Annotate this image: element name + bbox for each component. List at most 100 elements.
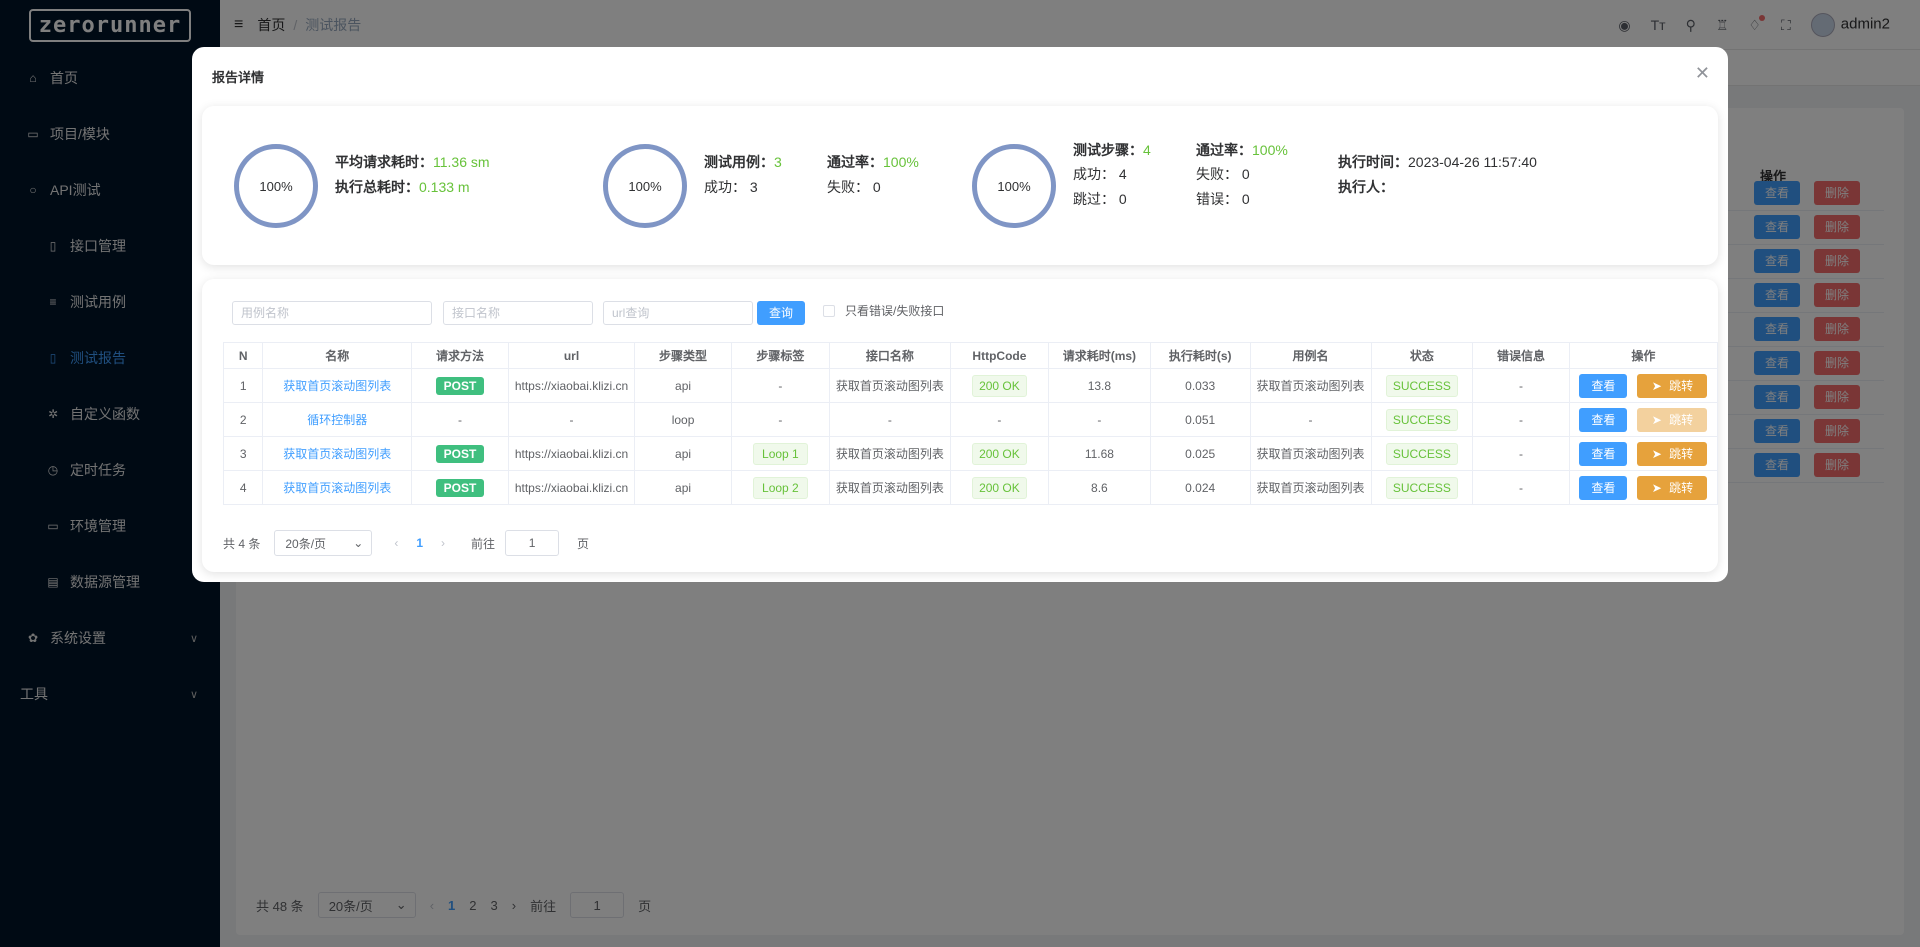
http-code-tag: 200 OK xyxy=(972,476,1027,499)
only-error-checkbox[interactable]: 只看错误/失败接口 xyxy=(823,302,944,319)
operation-cell: 查看 ➤ 跳转 xyxy=(1568,402,1719,437)
exec-time: 0.051 xyxy=(1185,412,1216,427)
next-page-icon[interactable]: › xyxy=(441,536,446,550)
table-cell: 11.68 xyxy=(1047,436,1151,471)
table-cell: 13.8 xyxy=(1047,368,1151,403)
url-text: https://xiaobai.klizi.cn xyxy=(514,446,629,461)
close-icon[interactable]: ✕ xyxy=(1694,63,1710,83)
request-time: 13.8 xyxy=(1087,378,1112,393)
case-success-count: 成功： 3 xyxy=(704,179,758,195)
step-tag-text: - xyxy=(778,378,783,393)
send-icon: ➤ xyxy=(1651,412,1666,427)
row-index: 1 xyxy=(239,378,247,393)
method-text: - xyxy=(457,412,462,427)
page-number[interactable]: 1 xyxy=(416,536,424,550)
query-button[interactable]: 查询 xyxy=(757,301,805,325)
table-cell: 0.025 xyxy=(1149,436,1251,471)
http-code-tag: 200 OK xyxy=(972,442,1027,465)
table-row: 3 获取首页滚动图列表 POST https://xiaobai.klizi.cn ap… xyxy=(222,436,1719,471)
exec-time: 0.024 xyxy=(1185,480,1216,495)
api-name: 获取首页滚动图列表 xyxy=(835,447,944,461)
table-cell: 获取首页滚动图列表 xyxy=(262,436,413,471)
table-cell: 0.033 xyxy=(1149,368,1251,403)
table-cell: 200 OK xyxy=(949,436,1049,471)
view-button[interactable]: 查看 xyxy=(1579,373,1628,398)
table-cell: SUCCESS xyxy=(1370,402,1474,437)
prev-page-icon[interactable]: ‹ xyxy=(394,536,399,550)
stat-label: 通过率： xyxy=(1196,142,1252,158)
stat-label: 测试用例： xyxy=(704,154,774,170)
table-cell: - xyxy=(1472,368,1570,403)
step-type: api xyxy=(675,480,692,495)
api-name: - xyxy=(887,412,892,427)
jump-label: 跳转 xyxy=(1669,378,1694,393)
row-index: 4 xyxy=(239,480,247,495)
checkbox-label: 只看错误/失败接口 xyxy=(845,304,945,318)
step-fail-count: 失败： 0 xyxy=(1196,166,1250,182)
error-info: - xyxy=(1518,480,1523,495)
column-header: 操作 xyxy=(1568,342,1719,369)
table-cell: - xyxy=(411,402,509,437)
table-cell: 获取首页滚动图列表 xyxy=(262,470,413,505)
view-button[interactable]: 查看 xyxy=(1579,407,1628,432)
table-cell: Loop 2 xyxy=(730,470,830,505)
method-tag: POST xyxy=(435,444,485,463)
step-name-link[interactable]: 获取首页滚动图列表 xyxy=(283,481,392,495)
step-skip-count: 跳过： 0 xyxy=(1073,191,1127,207)
http-code-text: - xyxy=(997,412,1002,427)
column-header: 执行耗时(s) xyxy=(1149,342,1251,369)
jump-button[interactable]: ➤ 跳转 xyxy=(1637,441,1708,466)
step-progress-ring: 100% xyxy=(972,144,1056,228)
page-size-select[interactable]: 20条/页 ⌄ xyxy=(274,530,373,556)
table-cell: 2 xyxy=(222,402,264,437)
request-time: 8.6 xyxy=(1091,480,1108,495)
step-detail-card: 用例名称 接口名称 url查询 查询 只看错误/失败接口 N 名称 请求方法 url 步… xyxy=(202,279,1719,572)
exec-time: 0.025 xyxy=(1185,446,1216,461)
table-cell: 循环控制器 xyxy=(262,402,413,437)
goto-input[interactable]: 1 xyxy=(505,530,560,556)
column-header: 用例名 xyxy=(1249,342,1372,369)
column-header: 错误信息 xyxy=(1472,342,1570,369)
table-cell: api xyxy=(634,436,732,471)
table-cell: 获取首页滚动图列表 xyxy=(1249,436,1372,471)
checkbox-box[interactable] xyxy=(823,304,835,317)
table-cell: api xyxy=(634,470,732,505)
error-info: - xyxy=(1518,446,1523,461)
view-button[interactable]: 查看 xyxy=(1579,475,1628,500)
case-name: 获取首页滚动图列表 xyxy=(1256,481,1365,495)
step-name-link[interactable]: 获取首页滚动图列表 xyxy=(283,379,392,393)
status-tag: SUCCESS xyxy=(1385,476,1458,499)
table-row: 4 获取首页滚动图列表 POST https://xiaobai.klizi.cn ap… xyxy=(222,470,1719,505)
jump-button[interactable]: ➤ 跳转 xyxy=(1637,475,1708,500)
jump-button[interactable]: ➤ 跳转 xyxy=(1637,373,1708,398)
send-icon: ➤ xyxy=(1651,446,1666,461)
table-cell: SUCCESS xyxy=(1370,436,1474,471)
column-header: 步骤类型 xyxy=(634,342,732,369)
table-cell: 0.024 xyxy=(1149,470,1251,505)
step-type: api xyxy=(675,446,692,461)
stat-label: 通过率： xyxy=(827,154,883,170)
goto-label: 前往 xyxy=(471,536,496,551)
column-header: 请求方法 xyxy=(411,342,509,369)
case-name-input[interactable]: 用例名称 xyxy=(232,301,432,325)
exec-time: 执行时间：2023-04-26 11:57:40 xyxy=(1338,152,1537,172)
table-cell: 获取首页滚动图列表 xyxy=(828,470,951,505)
url-text: - xyxy=(569,412,574,427)
stat-label: 测试步骤： xyxy=(1073,142,1143,158)
stat-value: 11.36 sm xyxy=(433,154,490,170)
view-button[interactable]: 查看 xyxy=(1579,441,1628,466)
api-name-input[interactable]: 接口名称 xyxy=(443,301,593,325)
table-cell: api xyxy=(634,368,732,403)
error-info: - xyxy=(1518,412,1523,427)
status-tag: SUCCESS xyxy=(1385,408,1458,431)
table-cell: 获取首页滚动图列表 xyxy=(262,368,413,403)
table-cell: 获取首页滚动图列表 xyxy=(1249,470,1372,505)
table-cell: - xyxy=(1472,470,1570,505)
column-header: 请求耗时(ms) xyxy=(1047,342,1151,369)
table-cell: 获取首页滚动图列表 xyxy=(1249,368,1372,403)
page-unit-label: 页 xyxy=(577,536,590,551)
step-name-link[interactable]: 循环控制器 xyxy=(307,413,368,427)
test-cases-count: 测试用例：3 xyxy=(704,152,782,172)
step-name-link[interactable]: 获取首页滚动图列表 xyxy=(283,447,392,461)
url-query-input[interactable]: url查询 xyxy=(603,301,753,325)
